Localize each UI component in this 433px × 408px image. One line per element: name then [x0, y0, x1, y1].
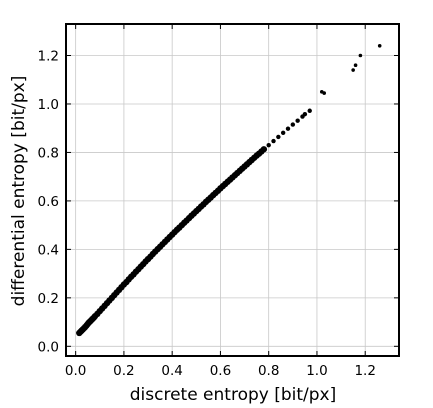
data-point: [290, 122, 296, 127]
data-point: [351, 68, 355, 72]
grid-lines: [66, 24, 399, 356]
y-axis-label: differential entropy [bit/px]: [9, 76, 29, 307]
plot-frame: [65, 23, 400, 357]
y-tick-label: 0.4: [38, 242, 59, 258]
y-tick-labels: 0.0 0.2 0.4 0.6 0.8 1.0 1.2: [38, 49, 59, 356]
data-point: [285, 126, 291, 131]
data-point: [280, 130, 286, 136]
y-tick-label: 0.2: [38, 291, 59, 307]
data-point: [377, 44, 382, 48]
x-tick-label: 0.2: [113, 363, 134, 379]
axis-ticks: [66, 24, 399, 356]
data-point: [353, 63, 358, 67]
data-point: [266, 142, 271, 148]
x-tick-label: 1.0: [306, 363, 327, 379]
x-tick-label: 1.2: [354, 363, 375, 379]
data-point: [307, 108, 312, 113]
data-point: [322, 91, 327, 95]
y-tick-label: 1.0: [38, 97, 59, 113]
x-tick-labels: 0.0 0.2 0.4 0.6 0.8 1.0 1.2: [65, 363, 376, 379]
y-tick-label: 0.6: [38, 194, 59, 210]
y-tick-label: 0.0: [38, 339, 59, 355]
y-tick-label: 1.2: [38, 49, 59, 65]
data-point: [295, 118, 300, 123]
data-point: [260, 146, 268, 153]
data-point: [358, 53, 363, 58]
x-tick-label: 0.4: [161, 363, 182, 379]
x-tick-label: 0.8: [258, 363, 279, 379]
x-axis-label: discrete entropy [bit/px]: [130, 385, 337, 405]
data-point: [302, 111, 308, 117]
data-point: [271, 138, 276, 144]
data-point: [276, 134, 281, 140]
data-points: [76, 44, 382, 337]
x-tick-label: 0.6: [210, 363, 231, 379]
x-tick-label: 0.0: [65, 363, 86, 379]
y-tick-label: 0.8: [38, 145, 59, 161]
